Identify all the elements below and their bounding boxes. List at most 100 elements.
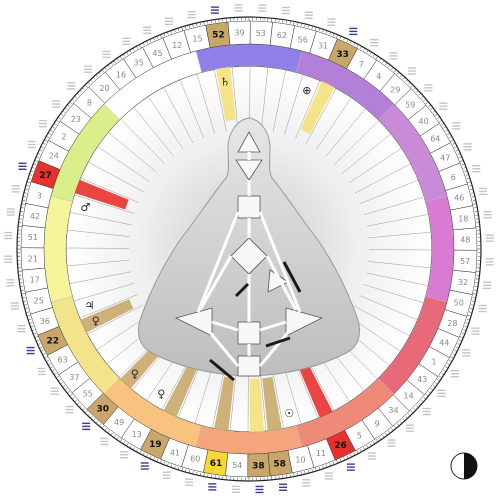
- gate-number: 11: [316, 449, 326, 458]
- tick-mark: [60, 382, 64, 385]
- planet-symbol: ♀: [157, 387, 165, 400]
- tick-mark: [95, 74, 99, 77]
- hexagram-icon: [50, 387, 59, 395]
- hexagram-icon: [140, 462, 149, 470]
- activation-wedge: [262, 376, 282, 432]
- hexagram-icon: [185, 478, 194, 486]
- tick-mark: [396, 423, 400, 427]
- gate-number: 51: [28, 233, 38, 242]
- tick-mark: [196, 23, 198, 27]
- tick-mark: [353, 452, 356, 456]
- tick-mark: [379, 58, 382, 61]
- spoke-line: [368, 261, 432, 269]
- tick-mark: [466, 177, 470, 180]
- gate-number: 35: [134, 59, 144, 68]
- tick-mark: [289, 20, 291, 24]
- tick-mark: [196, 471, 198, 475]
- tick-mark: [87, 413, 90, 416]
- tick-mark: [405, 79, 408, 83]
- tick-mark: [136, 449, 138, 452]
- tick-mark: [421, 399, 424, 403]
- activation-wedge: [300, 81, 335, 135]
- tick-mark: [441, 372, 445, 375]
- spoke-line: [354, 305, 411, 337]
- tick-mark: [447, 132, 451, 135]
- tick-mark: [350, 40, 352, 44]
- gate-number: 57: [460, 257, 470, 266]
- hexagram-icon: [370, 38, 379, 47]
- tick-mark: [71, 98, 75, 102]
- tick-mark: [471, 300, 475, 302]
- tick-mark: [300, 23, 302, 27]
- tick-mark: [459, 339, 462, 342]
- tick-mark: [60, 113, 64, 116]
- tick-mark: [452, 142, 456, 145]
- tick-mark: [470, 188, 474, 190]
- tick-mark: [136, 46, 138, 49]
- tick-mark: [304, 471, 306, 475]
- hexagram-icon: [483, 210, 492, 219]
- tick-mark: [62, 110, 66, 113]
- gate-number: 12: [172, 41, 182, 50]
- tick-mark: [449, 360, 452, 362]
- tick-mark: [346, 39, 349, 43]
- tick-mark: [107, 430, 110, 434]
- gate-number: 61: [210, 459, 223, 469]
- gate-number: 29: [390, 85, 400, 94]
- tick-mark: [449, 136, 452, 138]
- tick-mark: [339, 459, 342, 462]
- tick-mark: [22, 199, 26, 201]
- hexagram-icon: [463, 143, 472, 151]
- planet-symbol: ☉: [284, 407, 294, 420]
- hexagram-icon: [208, 483, 217, 491]
- hexagram-icon: [143, 26, 152, 34]
- gate-number: 4: [376, 72, 381, 81]
- tick-mark: [23, 196, 27, 198]
- spoke-line: [334, 120, 380, 165]
- tick-mark: [369, 443, 372, 447]
- activation-wedge: [249, 378, 265, 432]
- gate-number: 64: [430, 135, 440, 144]
- spoke-line: [261, 66, 269, 130]
- gate-number: 59: [405, 100, 415, 109]
- tick-mark: [116, 437, 119, 440]
- hexagram-icon: [17, 324, 26, 333]
- tick-mark: [463, 329, 467, 331]
- tick-mark: [126, 443, 129, 447]
- tick-mark: [98, 423, 102, 427]
- tick-mark: [146, 40, 148, 44]
- tick-mark: [20, 207, 24, 209]
- tick-mark: [350, 454, 352, 458]
- hexagram-icon: [162, 471, 171, 479]
- hexagram-icon: [324, 472, 333, 480]
- tick-mark: [434, 382, 438, 385]
- tick-mark: [443, 369, 447, 372]
- tick-mark: [39, 149, 43, 152]
- tick-mark: [31, 329, 35, 331]
- tick-mark: [20, 289, 24, 291]
- hexagram-icon: [122, 37, 131, 46]
- spoke-line: [284, 74, 304, 135]
- spoke-line: [66, 259, 130, 267]
- tick-mark: [126, 51, 129, 55]
- activation-wedge: [299, 364, 333, 418]
- hexagram-icon: [38, 119, 47, 128]
- gate-number: 52: [212, 31, 225, 41]
- tick-mark: [464, 170, 468, 173]
- tick-mark: [405, 415, 408, 419]
- tick-mark: [116, 58, 119, 61]
- tick-mark: [22, 297, 26, 299]
- tick-mark: [396, 71, 400, 75]
- spoke-line: [196, 73, 216, 135]
- tick-mark: [363, 47, 366, 51]
- hexagram-icon: [485, 234, 494, 242]
- hexagram-icon: [258, 4, 267, 12]
- tick-mark: [346, 455, 349, 459]
- tick-mark: [25, 311, 29, 313]
- planet-symbol: ♀: [131, 368, 139, 381]
- spoke-line: [147, 96, 184, 149]
- hexagram-icon: [4, 255, 13, 263]
- spoke-line: [69, 212, 132, 226]
- spoke-line: [355, 163, 411, 194]
- tick-mark: [430, 388, 434, 391]
